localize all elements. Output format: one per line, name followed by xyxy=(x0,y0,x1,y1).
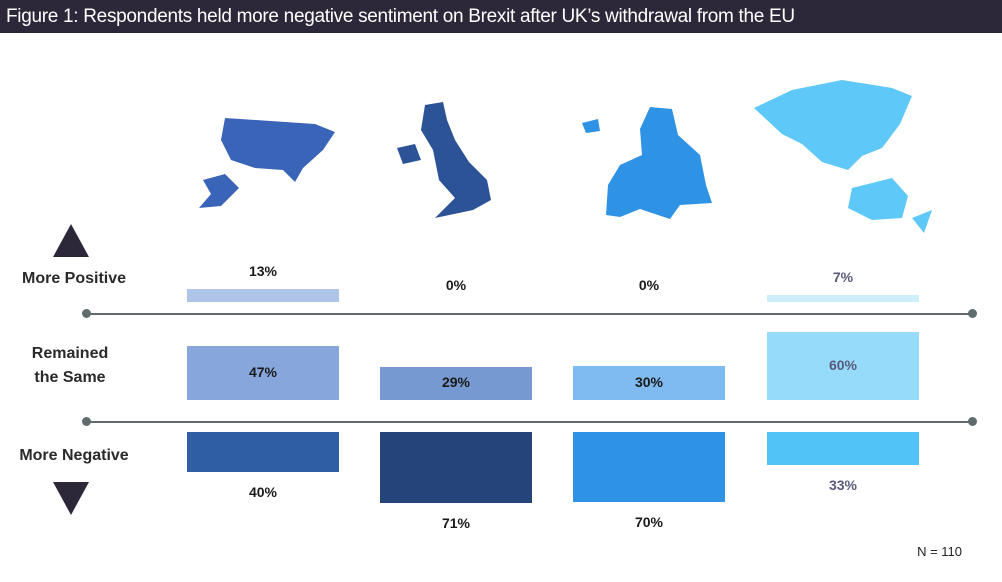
bar-same xyxy=(767,331,919,400)
divider-dot xyxy=(968,417,977,426)
divider-line-top xyxy=(86,313,972,315)
row-label-same-line2: the Same xyxy=(34,369,106,386)
bar-negative xyxy=(767,432,919,465)
value-label: 7% xyxy=(832,269,854,285)
divider-dot xyxy=(82,417,91,426)
figure-title: Figure 1: Respondents held more negative… xyxy=(0,0,1002,33)
row-label-positive: More Positive xyxy=(21,270,127,287)
value-label: 0% xyxy=(445,277,467,293)
europe-map-icon xyxy=(582,107,712,219)
divider-line-bottom xyxy=(86,421,972,423)
bar-same xyxy=(573,365,725,400)
bar-same xyxy=(187,346,339,400)
divider-dot xyxy=(968,309,977,318)
bar-positive xyxy=(767,295,919,302)
sample-size-note: N = 110 xyxy=(917,544,962,559)
value-label: 33% xyxy=(828,477,858,493)
down-arrow-icon xyxy=(53,482,89,515)
value-label: 70% xyxy=(634,514,664,530)
value-label: 0% xyxy=(638,277,660,293)
bar-negative xyxy=(187,432,339,472)
bar-positive xyxy=(187,289,339,302)
up-arrow-icon xyxy=(53,224,89,257)
value-label: 47% xyxy=(248,364,278,381)
value-label: 13% xyxy=(248,263,278,279)
value-label: 40% xyxy=(248,484,278,500)
row-label-same: Remained the Same xyxy=(10,345,130,387)
bar-negative xyxy=(573,432,725,502)
asia-pacific-map-icon xyxy=(754,80,932,233)
uk-map-icon xyxy=(397,102,491,218)
row-label-negative: More Negative xyxy=(19,447,129,464)
row-label-same-line1: Remained xyxy=(31,345,109,362)
bar-same xyxy=(380,366,532,400)
value-label: 60% xyxy=(828,356,858,373)
usa-map-icon xyxy=(199,118,335,208)
value-label: 71% xyxy=(441,515,471,531)
bar-negative xyxy=(380,432,532,503)
divider-dot xyxy=(82,309,91,318)
value-label: 29% xyxy=(441,374,471,391)
value-label: 30% xyxy=(634,373,664,390)
